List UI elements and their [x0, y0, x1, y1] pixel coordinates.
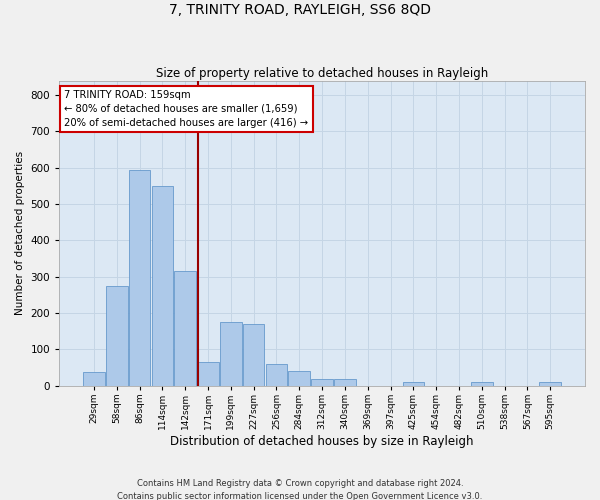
Bar	[197, 362, 219, 386]
Bar	[129, 170, 151, 386]
Bar	[106, 286, 128, 386]
Bar	[175, 272, 196, 386]
X-axis label: Distribution of detached houses by size in Rayleigh: Distribution of detached houses by size …	[170, 434, 474, 448]
Bar	[403, 382, 424, 386]
Bar	[539, 382, 561, 386]
Bar	[266, 364, 287, 386]
Bar	[471, 382, 493, 386]
Bar	[83, 372, 105, 386]
Bar	[243, 324, 265, 386]
Text: 7 TRINITY ROAD: 159sqm
← 80% of detached houses are smaller (1,659)
20% of semi-: 7 TRINITY ROAD: 159sqm ← 80% of detached…	[64, 90, 308, 128]
Y-axis label: Number of detached properties: Number of detached properties	[15, 151, 25, 315]
Text: Contains HM Land Registry data © Crown copyright and database right 2024.
Contai: Contains HM Land Registry data © Crown c…	[118, 480, 482, 500]
Bar	[152, 186, 173, 386]
Text: 7, TRINITY ROAD, RAYLEIGH, SS6 8QD: 7, TRINITY ROAD, RAYLEIGH, SS6 8QD	[169, 2, 431, 16]
Bar	[289, 371, 310, 386]
Bar	[334, 379, 356, 386]
Bar	[311, 379, 333, 386]
Bar	[220, 322, 242, 386]
Title: Size of property relative to detached houses in Rayleigh: Size of property relative to detached ho…	[156, 66, 488, 80]
